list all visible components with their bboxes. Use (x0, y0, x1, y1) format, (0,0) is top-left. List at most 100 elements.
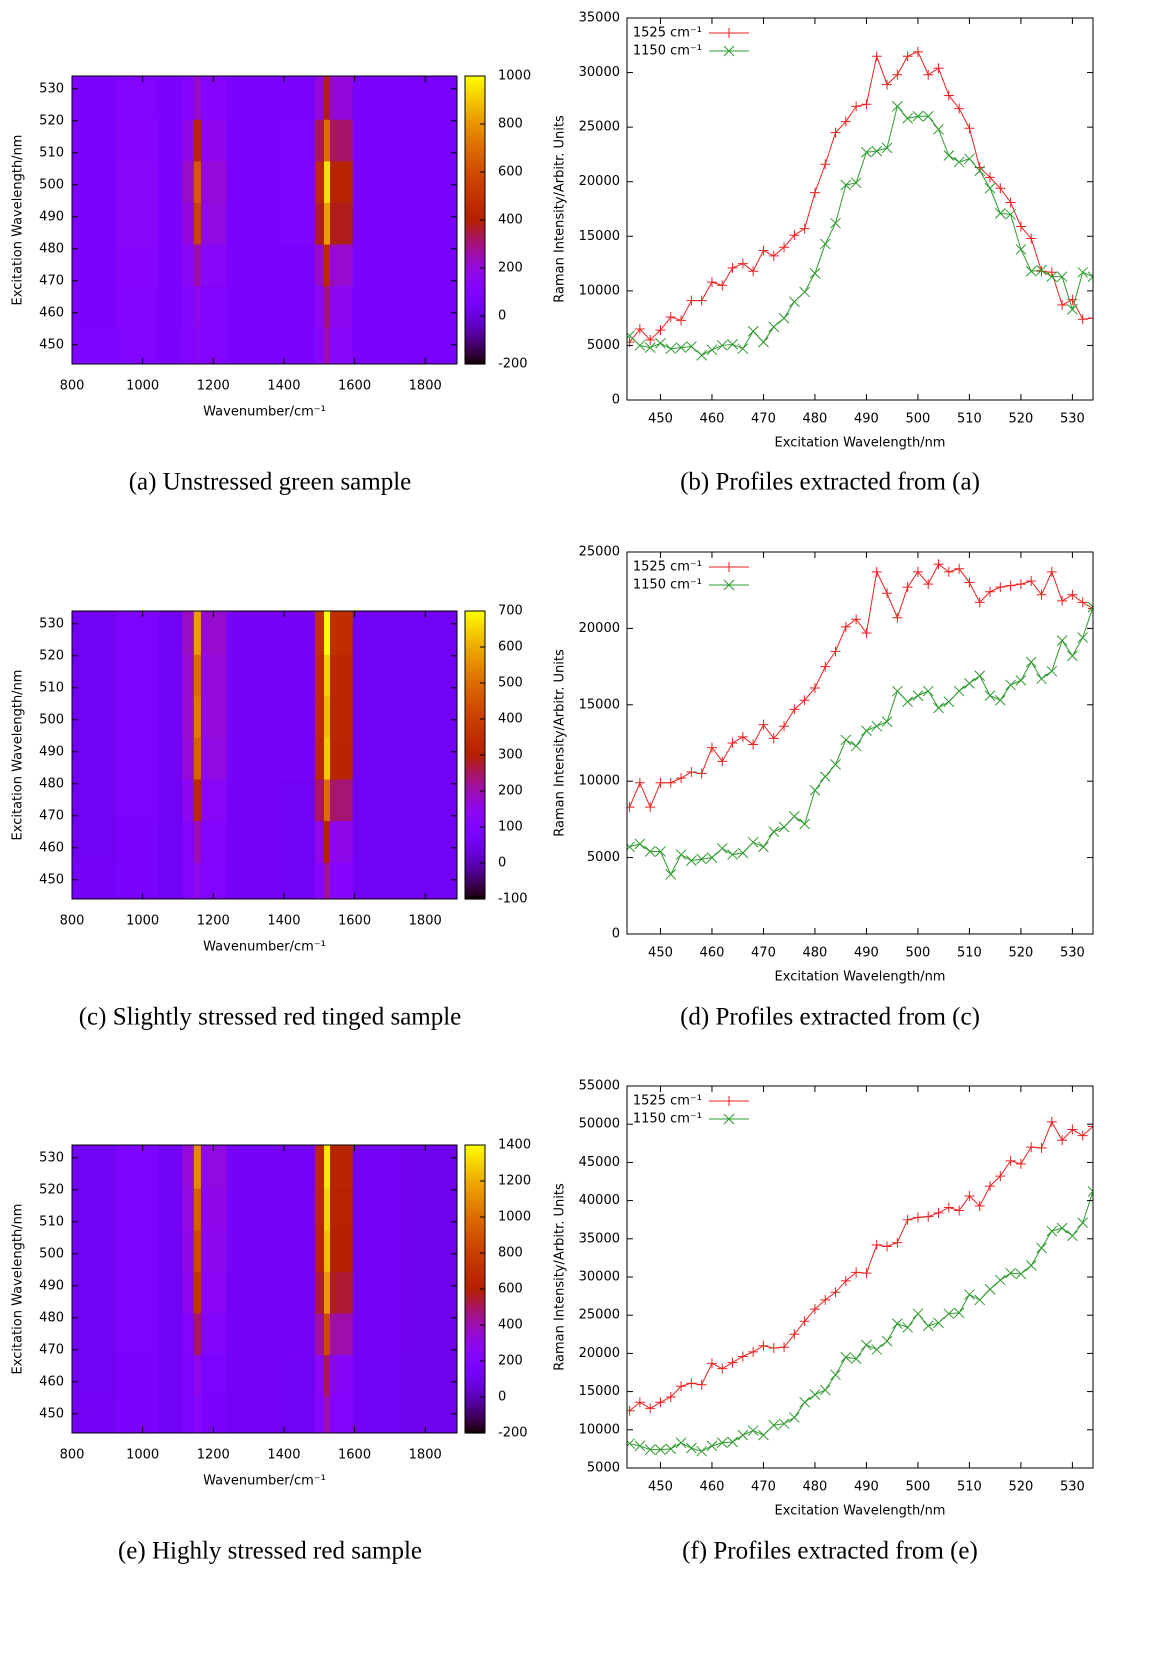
heatmap-cell (116, 611, 160, 655)
data-point (964, 123, 975, 134)
colorbar-swatch (465, 636, 485, 641)
heatmap-cell (72, 654, 117, 697)
heatmap-cell (330, 1313, 354, 1356)
x-tick-label: 530 (1060, 946, 1085, 961)
colorbar-swatch (465, 259, 485, 264)
data-point (902, 1322, 913, 1333)
colorbar-swatch (465, 1335, 485, 1340)
data-point (850, 177, 862, 189)
colorbar-swatch (465, 643, 485, 648)
x-tick-label: 470 (751, 412, 776, 427)
heatmap-cell (352, 1188, 403, 1231)
colorbar-swatch (465, 1350, 485, 1355)
data-point (809, 1304, 820, 1315)
data-point (768, 826, 780, 837)
data-point (861, 1339, 872, 1351)
colorbar-swatch (465, 1407, 485, 1412)
heatmap-cell (352, 119, 403, 162)
legend-label: 1525 cm⁻¹ (633, 26, 702, 41)
data-point (727, 262, 738, 273)
colorbar-swatch (465, 1267, 485, 1272)
plot-border (626, 551, 1094, 935)
x-axis-label: Wavenumber/cm⁻¹ (203, 405, 326, 420)
data-point (994, 1274, 1006, 1286)
heatmap-cell (158, 1145, 183, 1189)
colorbar-swatch (465, 873, 485, 878)
heatmap-cell (402, 654, 458, 697)
heatmap-cell (278, 611, 316, 655)
data-point (1077, 632, 1089, 643)
heatmap-cell (72, 285, 117, 328)
data-point (830, 646, 841, 657)
data-point (881, 716, 893, 727)
heatmap-cell (402, 119, 458, 162)
heatmap-cell (402, 327, 458, 365)
colorbar-swatch (465, 144, 485, 149)
colorbar-swatch (465, 180, 485, 185)
legend-marker (724, 1096, 734, 1106)
colorbar-swatch (465, 1195, 485, 1200)
colorbar-swatch (465, 740, 485, 745)
colorbar-swatch (465, 306, 485, 311)
x-tick-label: 1000 (126, 914, 159, 929)
data-point (686, 1442, 697, 1454)
colorbar-swatch (465, 1181, 485, 1186)
data-point (634, 777, 645, 788)
heatmap-cell (352, 1313, 403, 1356)
data-point (851, 614, 862, 625)
heatmap-cell (226, 1396, 280, 1434)
heatmap-cell (324, 76, 331, 120)
colorbar-swatch (465, 335, 485, 340)
data-point (789, 1329, 800, 1340)
x-tick-label: 460 (700, 1480, 725, 1495)
data-point (1036, 264, 1047, 276)
heatmap-cell (352, 611, 403, 655)
y-tick-label: 530 (39, 616, 64, 631)
heatmap-cell (314, 737, 325, 780)
data-point (747, 1425, 759, 1436)
heatmap-cell (314, 160, 325, 203)
colorbar-swatch (465, 1325, 485, 1330)
heatmap-cell (352, 202, 403, 245)
colorbar-swatch (465, 1152, 485, 1157)
heatmap-cell (330, 1145, 354, 1189)
colorbar-swatch (465, 848, 485, 853)
x-tick-label: 1800 (409, 1448, 442, 1463)
heatmap-cell (278, 119, 316, 162)
data-point (1057, 595, 1068, 606)
data-point (840, 1275, 851, 1286)
data-point (768, 733, 779, 744)
data-point (706, 344, 718, 356)
colorbar-swatch (465, 715, 485, 720)
heatmap-cell (314, 1229, 325, 1272)
legend-marker (724, 562, 734, 572)
heatmap-cell (402, 1271, 458, 1314)
heatmap-cell (193, 76, 202, 120)
data-point (974, 1294, 986, 1306)
heatmap-cell (226, 1229, 280, 1272)
colorbar-tick-label: 400 (498, 213, 523, 228)
heatmap-cell (330, 202, 354, 245)
x-tick-label: 800 (60, 1448, 85, 1463)
data-point (912, 566, 923, 577)
data-point (1046, 267, 1057, 278)
colorbar-swatch (465, 1346, 485, 1351)
colorbar-swatch (465, 888, 485, 893)
data-point (655, 325, 666, 336)
data-point (809, 682, 820, 693)
data-point (933, 702, 944, 714)
data-point (953, 685, 965, 697)
colorbar-tick-label: -100 (498, 892, 528, 907)
colorbar-swatch (465, 140, 485, 145)
heatmap-cell (193, 119, 202, 162)
data-point (727, 1436, 738, 1448)
heatmap-cell (116, 737, 160, 780)
colorbar-swatch (465, 1289, 485, 1294)
heatmap-cell (402, 1188, 458, 1231)
heatmap-cell (402, 1396, 458, 1434)
colorbar-swatch (465, 823, 485, 828)
y-tick-label: 460 (39, 1374, 64, 1389)
y-tick-label: 0 (612, 927, 620, 942)
data-point (747, 836, 759, 848)
